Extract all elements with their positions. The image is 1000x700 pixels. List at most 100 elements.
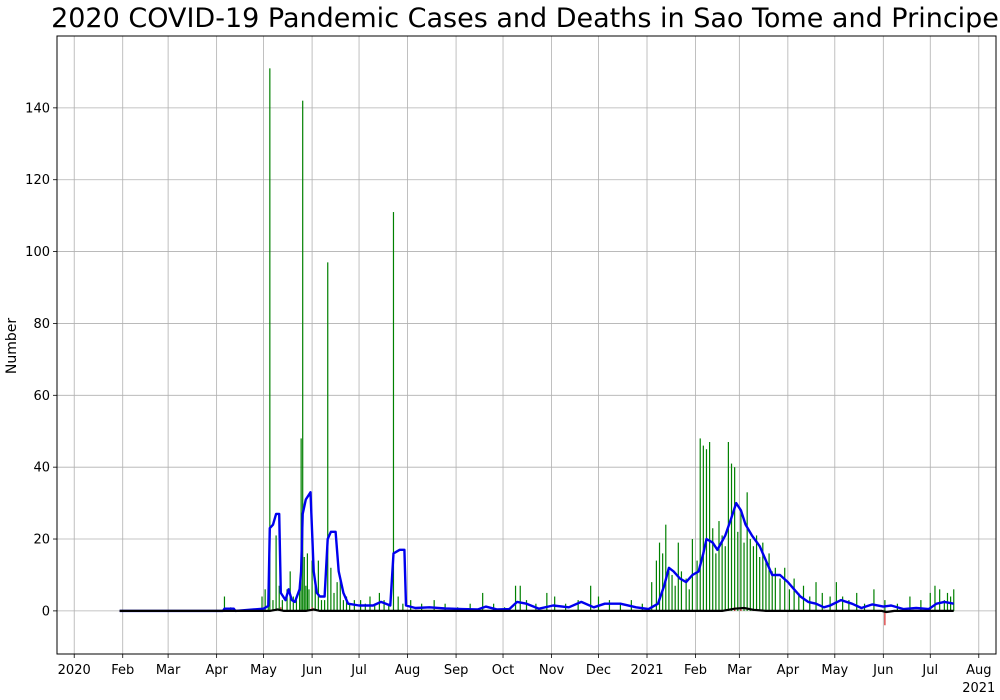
bar (383, 600, 385, 611)
bar (856, 592, 858, 611)
bar (324, 600, 326, 611)
bar (737, 531, 739, 611)
y-tick-label: 0 (42, 604, 50, 619)
bar (590, 585, 592, 611)
bar (514, 585, 517, 611)
bar (815, 582, 817, 611)
bar (261, 596, 263, 611)
y-tick-label: 120 (25, 173, 50, 188)
bar (469, 603, 471, 611)
bar (339, 578, 341, 611)
ticks-layer: 2020 Feb Mar Apr May Jun Jul Aug Sep Oct Nov Dec 202… (25, 101, 995, 696)
x-tick-label: Sep (444, 663, 469, 678)
bar (336, 582, 338, 611)
bar (798, 592, 800, 611)
bar (662, 553, 664, 611)
bar (668, 567, 670, 611)
x-tick-label: Jul (350, 663, 367, 678)
series-line (119, 606, 954, 614)
bar (734, 467, 736, 611)
bar (342, 600, 344, 611)
plot-frame (56, 35, 997, 655)
bar (705, 449, 708, 611)
bar (298, 582, 301, 611)
bar (303, 556, 305, 611)
x-tick-label: Dec (586, 663, 611, 678)
bar (308, 589, 310, 611)
bar (269, 68, 271, 611)
bar (821, 592, 823, 611)
bar (762, 542, 764, 611)
bar (943, 600, 945, 611)
bar (397, 596, 399, 611)
bar (546, 592, 548, 611)
bar (934, 585, 936, 611)
bar (330, 567, 332, 611)
bar (749, 539, 751, 611)
bar (765, 560, 767, 611)
bar (525, 600, 528, 611)
bar (939, 589, 941, 611)
bar (730, 463, 733, 611)
bar (696, 560, 698, 611)
bar (829, 596, 831, 611)
bar (275, 535, 277, 611)
bar (333, 592, 335, 611)
bar (835, 582, 837, 611)
bar (306, 553, 308, 611)
bar (655, 560, 657, 611)
bar (771, 571, 773, 611)
bar (884, 610, 886, 626)
bar (755, 535, 758, 611)
x-tick-label: Aug (966, 663, 991, 678)
bar (493, 603, 495, 611)
y-tick-label: 40 (33, 461, 50, 476)
x-tick-label: Jun (872, 663, 893, 678)
bar (909, 596, 911, 611)
bar (305, 585, 307, 611)
bar (685, 578, 687, 611)
bar (740, 510, 742, 611)
bar (608, 600, 611, 611)
bar (953, 589, 955, 611)
bar (688, 589, 690, 611)
bar (752, 546, 755, 611)
bar (482, 592, 484, 611)
x-tick-label: May (821, 663, 848, 678)
bar (264, 589, 266, 611)
x-tick-label: Jul (921, 663, 938, 678)
grid (57, 36, 996, 654)
bar (680, 571, 683, 611)
bar (278, 585, 280, 611)
bar (842, 596, 844, 611)
x-tick-label: 2021 (630, 663, 663, 678)
x-tick-label: Apr (777, 663, 800, 678)
y-tick-label: 20 (33, 533, 50, 548)
bar (345, 596, 348, 611)
bar (715, 553, 717, 611)
bar (702, 445, 704, 611)
x-tick-label: Feb (684, 663, 707, 678)
y-tick-label: 80 (33, 317, 50, 332)
bar (929, 592, 931, 611)
x-tick-label: Nov (539, 663, 565, 678)
lines-layer (119, 491, 954, 614)
bar (671, 574, 673, 611)
bar (699, 438, 701, 611)
bar (597, 596, 600, 611)
bar (793, 578, 795, 611)
bar (314, 578, 316, 611)
y-tick-label: 60 (33, 389, 50, 404)
bar (724, 546, 726, 611)
x-tick-label: 2020 (58, 663, 91, 678)
bar (665, 524, 667, 611)
bar (410, 600, 412, 611)
bar (392, 212, 395, 611)
bar (374, 603, 376, 611)
bar (300, 438, 302, 611)
bar (848, 600, 850, 611)
y-tick-label: 100 (25, 245, 50, 260)
bar (281, 600, 283, 611)
bar (286, 589, 288, 611)
